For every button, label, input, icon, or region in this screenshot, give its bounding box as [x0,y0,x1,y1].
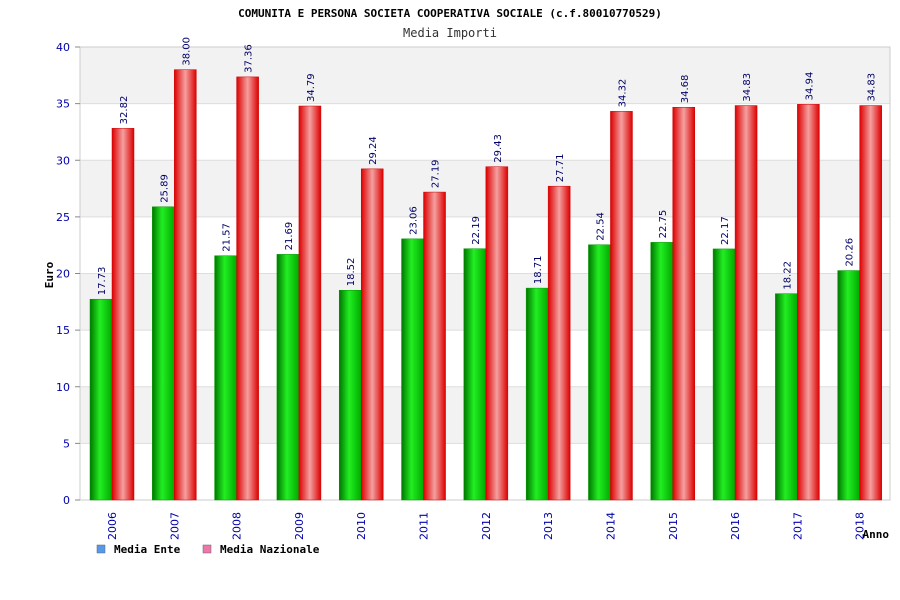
bar-nazionale-2018 [859,105,882,501]
chart-subtitle: Media Importi [403,26,497,40]
y-tick-label: 30 [56,154,70,167]
y-tick-label: 5 [63,437,70,450]
data-label: 22.17 [720,216,731,245]
legend-swatch [96,544,106,554]
bar-ente-2009 [276,254,300,501]
bar-nazionale-2012 [485,166,509,501]
data-label: 37.36 [244,44,255,73]
data-label: 38.00 [181,37,192,66]
x-tick-label: 2014 [604,512,617,540]
x-tick-label: 2012 [480,512,493,540]
data-label: 29.24 [368,136,379,165]
bar-ente-2011 [401,238,424,501]
data-label: 34.83 [742,73,753,102]
y-tick-label: 25 [56,211,70,224]
bar-nazionale-2014 [610,111,633,501]
x-axis-label: Anno [863,528,890,541]
x-tick-label: 2017 [791,512,804,540]
legend-label: Media Nazionale [220,543,320,556]
bar-nazionale-2015 [672,106,696,501]
data-label: 29.43 [493,134,504,163]
x-axis-ticks: 2006 2007 2008 2009 2010 2011 2012 2013 2014 2015… [106,512,867,540]
legend: Media Ente Media Nazionale [96,543,320,556]
y-tick-label: 10 [56,381,70,394]
bar-ente-2006 [89,298,113,501]
y-tick-label: 15 [56,324,70,337]
data-label: 18.52 [346,258,357,287]
legend-swatch [202,544,212,554]
data-label: 20.26 [845,238,856,267]
y-tick-label: 0 [63,494,70,507]
bar-ente-2007 [152,206,175,501]
data-label: 22.54 [595,212,606,241]
bar-nazionale-2010 [360,168,384,501]
y-tick-label: 20 [56,268,70,281]
grid-band [80,47,890,104]
bar-ente-2014 [588,244,611,501]
data-label: 23.06 [409,206,420,235]
bar-ente-2016 [712,248,736,501]
bar-ente-2008 [214,255,237,501]
data-label: 18.71 [533,255,544,284]
data-labels: 17.73 32.82 25.89 38.00 21.57 37.36 21.69 34.79… [97,37,878,295]
bar-nazionale-2009 [298,105,322,501]
x-tick-label: 2016 [729,512,742,540]
bar-nazionale-2006 [111,128,135,501]
x-tick-label: 2018 [854,512,867,540]
bar-ente-2010 [338,290,362,501]
bar-nazionale-2011 [423,191,446,501]
x-tick-label: 2015 [667,512,680,540]
x-tick-label: 2009 [293,512,306,540]
x-tick-label: 2007 [168,512,181,540]
grid-band [80,103,890,161]
bars [89,69,882,501]
y-axis-label: Euro [43,261,56,288]
bar-nazionale-2007 [174,69,197,501]
x-tick-label: 2006 [106,512,119,540]
legend-label: Media Ente [114,543,181,556]
data-label: 34.83 [867,73,878,102]
x-tick-label: 2011 [418,512,431,540]
data-label: 32.82 [119,96,130,125]
bar-ente-2012 [463,248,487,501]
grid-band [80,160,890,217]
data-label: 34.79 [306,73,317,102]
data-label: 34.94 [804,72,815,101]
y-axis-ticks: 0 5 10 15 20 25 30 35 40 [56,41,80,507]
bar-ente-2013 [525,287,549,501]
data-label: 17.73 [97,267,108,296]
y-tick-label: 40 [56,41,70,54]
data-label: 22.19 [471,216,482,245]
data-label: 21.57 [222,223,233,252]
x-tick-label: 2013 [542,512,555,540]
data-label: 27.71 [555,154,566,183]
bar-nazionale-2013 [547,185,571,501]
data-label: 34.32 [617,79,628,108]
chart-title: COMUNITA E PERSONA SOCIETA COOPERATIVA S… [238,7,662,20]
data-label: 34.68 [680,75,691,104]
bar-nazionale-2017 [797,104,820,501]
bar-ente-2018 [837,270,860,501]
data-label: 21.69 [284,222,295,251]
data-label: 18.22 [782,261,793,290]
y-tick-label: 35 [56,98,70,111]
data-label: 27.19 [431,159,442,188]
bar-ente-2017 [775,293,798,501]
x-tick-label: 2010 [355,512,368,540]
data-label: 22.75 [658,210,669,239]
x-tick-label: 2008 [231,512,244,540]
bar-ente-2015 [650,242,674,501]
bar-nazionale-2016 [734,105,758,501]
data-label: 25.89 [159,174,170,203]
bar-nazionale-2008 [236,76,259,501]
